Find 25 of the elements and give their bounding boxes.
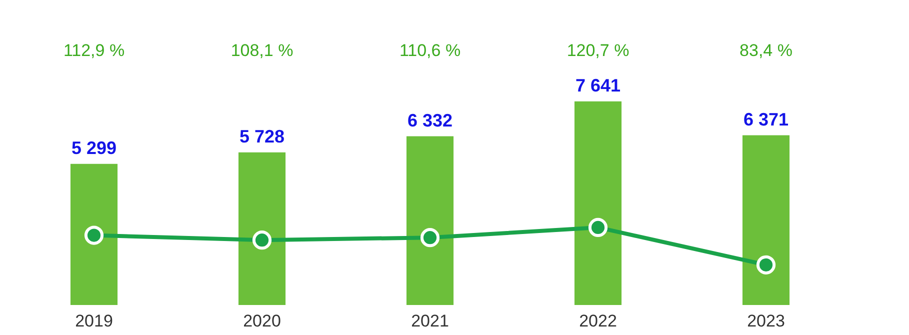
data-label: 112,9 % [63,41,125,60]
data-label: 5 728 [239,126,285,146]
bar [574,101,622,305]
data-label: 83,4 % [740,41,792,60]
data-label: 7 641 [575,75,621,96]
bar [742,135,790,305]
x-tick-label: 2020 [243,312,281,330]
x-tick-label: 2023 [747,312,785,330]
bar [238,152,286,305]
x-tick-label: 2019 [75,312,113,330]
data-label: 6 332 [407,110,453,130]
data-label: 120,7 % [566,41,630,60]
bar [406,136,454,305]
point [84,226,104,245]
point [252,230,272,250]
data-label: 108,1 % [230,41,294,60]
data-label: 6 371 [743,109,789,130]
data-label: 5 299 [71,138,117,158]
bar [70,164,118,305]
x-tick-label: 2021 [411,312,449,330]
point [420,228,440,248]
data-label: 110,6 % [399,41,461,60]
x-tick-label: 2022 [579,312,617,330]
point [756,255,776,274]
point [588,218,608,238]
